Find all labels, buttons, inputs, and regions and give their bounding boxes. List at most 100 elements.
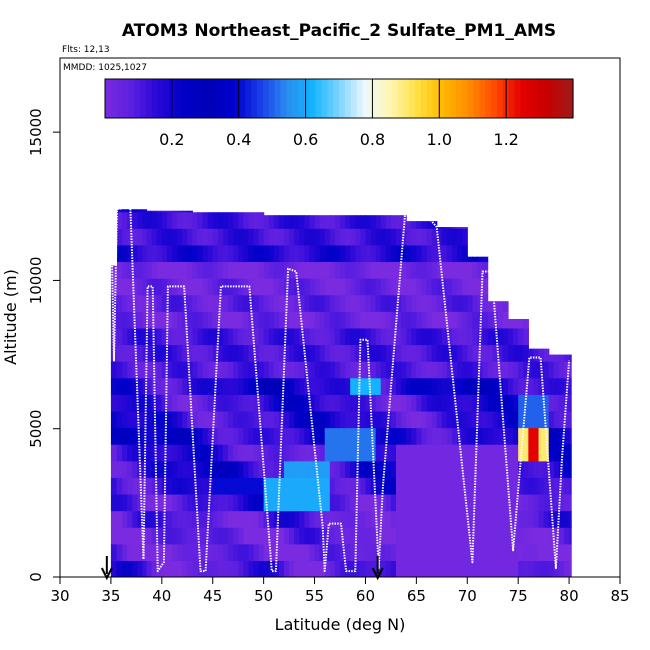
heat-cell xyxy=(334,344,341,362)
heat-cell xyxy=(284,215,290,229)
heat-cell xyxy=(390,294,397,312)
heat-cell xyxy=(411,244,417,263)
heat-cell xyxy=(370,294,377,312)
heat-cell xyxy=(156,261,163,279)
heat-cell xyxy=(426,228,433,246)
heat-cell xyxy=(370,261,377,279)
heat-cell xyxy=(436,510,443,528)
heat-cell xyxy=(497,427,504,445)
heat-cell xyxy=(258,212,265,229)
heat-cell xyxy=(528,493,535,512)
heat-cell xyxy=(243,444,249,462)
heat-cell xyxy=(117,294,123,312)
heat-cell xyxy=(177,327,183,346)
heat-cell xyxy=(212,510,219,528)
heat-cell xyxy=(385,394,392,412)
heat-cell xyxy=(406,377,412,395)
heat-cell xyxy=(217,244,224,263)
heat-cell xyxy=(151,311,158,329)
colorbar-swatch xyxy=(186,79,194,118)
heat-cell xyxy=(197,361,204,379)
heat-cell xyxy=(487,560,494,577)
heat-cell xyxy=(228,344,234,362)
heat-cell xyxy=(334,444,341,462)
heat-cell xyxy=(304,294,311,312)
heat-cell xyxy=(350,344,356,362)
heat-cell xyxy=(238,527,244,545)
heat-cell xyxy=(197,510,204,528)
heat-cell xyxy=(248,228,255,246)
heat-cell xyxy=(502,344,509,362)
heat-cell xyxy=(166,244,173,263)
heat-cell xyxy=(156,427,163,445)
heat-cell xyxy=(502,377,509,395)
heat-cell xyxy=(166,211,173,229)
heat-cell xyxy=(553,354,560,362)
heat-cell xyxy=(197,344,204,362)
heat-cell xyxy=(294,560,300,577)
heat-cell xyxy=(411,361,417,379)
heat-cell xyxy=(401,261,407,279)
heat-cell xyxy=(284,344,290,362)
heat-cell xyxy=(299,460,305,478)
heat-cell xyxy=(375,543,382,561)
heat-cell xyxy=(268,460,275,478)
heat-cell xyxy=(457,361,463,379)
heat-cell xyxy=(411,228,417,246)
heat-cell xyxy=(166,477,173,495)
heat-cell xyxy=(238,444,244,462)
heat-cell xyxy=(329,460,336,478)
heat-cell xyxy=(553,377,560,395)
heat-cell xyxy=(548,543,555,561)
heat-cell xyxy=(238,212,244,229)
heat-cell xyxy=(533,444,540,462)
heat-cell xyxy=(304,510,311,528)
heat-cell xyxy=(533,493,540,512)
heat-cell xyxy=(212,543,219,561)
heat-cell xyxy=(411,460,417,478)
heat-cell xyxy=(289,493,295,512)
heat-cell xyxy=(452,543,458,561)
heat-cell xyxy=(309,278,316,296)
heat-cell xyxy=(569,361,572,379)
heat-cell xyxy=(182,493,188,512)
heat-cell xyxy=(222,212,229,229)
heat-cell xyxy=(319,228,326,246)
heat-cell xyxy=(116,460,118,478)
heat-cell xyxy=(309,294,316,312)
heat-cell xyxy=(222,261,229,279)
heat-cell xyxy=(314,327,321,346)
heat-cell xyxy=(273,278,280,296)
heat-cell xyxy=(452,477,458,495)
heat-cell xyxy=(513,560,519,577)
heat-cell xyxy=(166,210,173,213)
heat-cell xyxy=(431,278,438,296)
heat-cell xyxy=(319,294,326,312)
heat-cell xyxy=(294,510,300,528)
colorbar-tick-label: 0.2 xyxy=(159,130,184,149)
heat-cell xyxy=(462,244,468,263)
heat-cell xyxy=(263,294,270,312)
heat-cell xyxy=(513,427,519,445)
heat-cell xyxy=(497,301,504,312)
heat-cell xyxy=(137,394,144,412)
heat-cell xyxy=(411,493,417,512)
heat-cell xyxy=(492,444,499,462)
heat-cell xyxy=(182,394,188,412)
heat-cell xyxy=(569,427,572,445)
x-tick-label: 60 xyxy=(356,587,375,605)
heat-cell xyxy=(401,493,407,512)
heatmap-layer xyxy=(110,209,572,577)
heat-cell xyxy=(569,527,572,545)
heat-cell xyxy=(548,560,555,577)
heat-cell xyxy=(166,460,173,478)
heat-cell xyxy=(416,327,423,346)
heat-cell xyxy=(309,493,316,512)
heat-cell xyxy=(146,377,153,395)
heat-cell xyxy=(355,510,361,528)
heat-cell xyxy=(518,460,524,478)
heat-cell xyxy=(477,477,484,495)
heat-cell xyxy=(431,294,438,312)
heat-cell xyxy=(477,543,484,561)
heat-cell xyxy=(294,215,300,229)
